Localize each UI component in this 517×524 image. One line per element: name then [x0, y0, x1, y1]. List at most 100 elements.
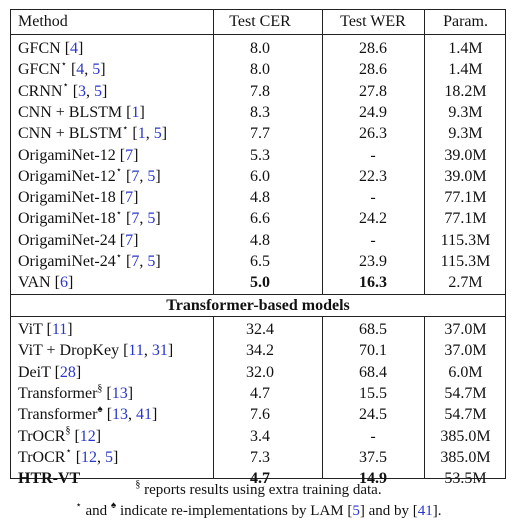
param-cell: 1.4M — [448, 40, 483, 57]
method-cell: OrigamiNet-24⋆ [7, 5] — [18, 250, 161, 270]
test-cer-cell: 32.0 — [246, 363, 274, 381]
method-cell: Transformer♠ [13, 41] — [18, 403, 158, 424]
method-mark: § — [65, 425, 71, 437]
citation-link[interactable]: 6 — [59, 274, 68, 292]
citation-link[interactable]: 7 — [125, 231, 134, 249]
method-name: CRNN — [18, 82, 63, 100]
test-wer-cell: 68.4 — [359, 363, 387, 381]
table-row: TrOCR⋆ [12, 5] 7.3 37.5 385.0M — [11, 447, 505, 468]
citation-link[interactable]: 12 — [81, 448, 98, 466]
method-name: CNN + BLSTM — [18, 103, 123, 121]
footnote-mark-star: ⋆ — [75, 500, 82, 511]
citation-link[interactable]: 41 — [417, 503, 433, 519]
citation-link[interactable]: 7 — [125, 189, 134, 207]
method-cell: OrigamiNet-24 [7] — [18, 231, 139, 249]
citation-link[interactable]: 5 — [153, 125, 162, 143]
citation-link[interactable]: 13 — [111, 384, 128, 402]
method-cell: CRNN⋆ [3, 5] — [18, 80, 108, 100]
test-cer-cell: 4.8 — [250, 189, 270, 207]
table-row: ViT [11] 32.4 68.5 37.0M — [11, 319, 505, 340]
method-name: ViT + DropKey — [18, 342, 120, 360]
test-cer-cell: 4.7 — [250, 470, 270, 488]
section-divider-bottom — [11, 316, 505, 317]
param-cell: 115.3M — [440, 231, 491, 249]
citation-link[interactable]: 1 — [131, 103, 140, 121]
test-cer-cell: 5.3 — [250, 146, 270, 164]
param-cell: 54.7M — [444, 384, 487, 402]
citation-link[interactable]: 11 — [51, 321, 68, 338]
citation-link[interactable]: 5 — [147, 253, 156, 270]
column-divider-1a — [213, 10, 214, 294]
citation-link[interactable]: 7 — [131, 210, 140, 228]
test-cer-cell: 5.0 — [250, 274, 270, 292]
test-wer-cell: 70.1 — [359, 342, 387, 360]
citation-link[interactable]: 7 — [131, 167, 140, 185]
column-divider-2b — [322, 316, 323, 478]
method-cell: ViT [11] — [18, 321, 73, 338]
test-wer-cell: 27.8 — [359, 82, 387, 100]
citation-link[interactable]: 5 — [92, 61, 101, 79]
method-name: Transformer — [18, 384, 98, 402]
table-row: GFCN [4] 8.0 28.6 1.4M — [11, 38, 505, 59]
citation-link[interactable]: 28 — [59, 363, 76, 381]
citation-link[interactable]: 5 — [94, 82, 103, 100]
param-cell: 53.5M — [444, 470, 487, 488]
method-name: GFCN — [18, 40, 61, 57]
test-wer-cell: 37.5 — [359, 448, 387, 466]
method-cell: OrigamiNet-12 [7] — [18, 146, 139, 164]
method-name: HTR-VT — [18, 470, 81, 488]
test-cer-cell: 7.8 — [250, 82, 270, 100]
citation-link[interactable]: 3 — [78, 82, 87, 100]
citation-link[interactable]: 1 — [137, 125, 146, 143]
footnote-reimplementations: ⋆ and ♠ indicate re-implementations by L… — [0, 500, 517, 520]
citation-link[interactable]: 31 — [151, 342, 168, 360]
citation-link[interactable]: 41 — [136, 406, 153, 424]
test-wer-cell: 28.6 — [359, 61, 387, 79]
method-cell: Transformer§ [13] — [18, 382, 134, 402]
param-cell: 18.2M — [444, 82, 487, 100]
method-cell: CNN + BLSTM⋆ [1, 5] — [18, 122, 168, 143]
test-wer-cell: - — [370, 146, 376, 164]
method-cell: GFCN [4] — [18, 40, 84, 57]
param-cell: 6.0M — [448, 363, 483, 381]
footnote-text: ]. — [432, 503, 442, 519]
citation-link[interactable]: 7 — [131, 253, 140, 270]
method-cell: OrigamiNet-18 [7] — [18, 189, 139, 207]
table-row: VAN [6] 5.0 16.3 2.7M — [11, 272, 505, 293]
citation-link[interactable]: 5 — [147, 210, 156, 228]
footnote-text: and — [81, 503, 111, 519]
citation-link[interactable]: 4 — [76, 61, 85, 79]
citation-link[interactable]: 7 — [125, 146, 134, 164]
citation-link[interactable]: 5 — [352, 503, 360, 519]
test-cer-cell: 4.7 — [250, 384, 270, 402]
method-cell: CNN + BLSTM [1] — [18, 103, 145, 121]
header-param: Param. — [443, 13, 488, 30]
method-mark: ⋆ — [60, 58, 67, 70]
test-wer-cell: 24.5 — [359, 406, 387, 424]
test-cer-cell: 7.7 — [250, 125, 270, 143]
footnote-text: reports results using extra training dat… — [140, 482, 382, 498]
table-row: OrigamiNet-18⋆ [7, 5] 6.6 24.2 77.1M — [11, 208, 505, 229]
method-name: GFCN — [18, 61, 61, 79]
method-cell: OrigamiNet-18⋆ [7, 5] — [18, 208, 161, 228]
test-cer-cell: 4.8 — [250, 231, 270, 249]
table-row: DeiT [28] 32.0 68.4 6.0M — [11, 362, 505, 383]
column-divider-3b — [424, 316, 425, 478]
citation-link[interactable]: 5 — [147, 167, 156, 185]
table-row: CNN + BLSTM⋆ [1, 5] 7.7 26.3 9.3M — [11, 123, 505, 144]
param-cell: 39.0M — [444, 167, 487, 185]
param-cell: 2.7M — [448, 274, 483, 292]
citation-link[interactable]: 13 — [112, 406, 129, 424]
citation-link[interactable]: 5 — [105, 448, 114, 466]
method-name: TrOCR — [18, 427, 66, 445]
citation-link[interactable]: 4 — [70, 40, 79, 57]
test-wer-cell: - — [370, 231, 376, 249]
method-cell: TrOCR§ [12] — [18, 425, 102, 445]
table-row: Transformer♠ [13, 41] 7.6 24.5 54.7M — [11, 404, 505, 425]
method-mark: ⋆ — [115, 208, 123, 220]
test-cer-cell: 6.0 — [250, 167, 270, 185]
test-wer-cell: 22.3 — [359, 167, 387, 185]
citation-link[interactable]: 11 — [128, 342, 144, 360]
citation-link[interactable]: 12 — [79, 427, 96, 445]
test-wer-cell: 15.5 — [359, 384, 387, 402]
